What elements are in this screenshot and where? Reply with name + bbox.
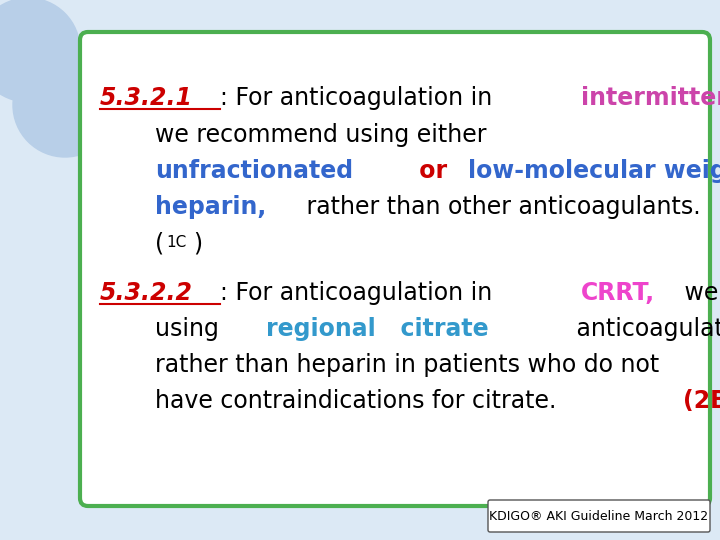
Text: KDIGO® AKI Guideline March 2012: KDIGO® AKI Guideline March 2012	[490, 510, 708, 523]
Text: heparin,: heparin,	[155, 195, 266, 219]
Text: intermittent: intermittent	[581, 86, 720, 110]
Text: ): )	[193, 231, 202, 255]
Text: regional   citrate: regional citrate	[266, 317, 489, 341]
Text: or: or	[410, 159, 455, 183]
Circle shape	[0, 0, 80, 102]
Text: have contraindications for citrate.: have contraindications for citrate.	[155, 389, 564, 413]
Text: rather than heparin in patients who do not: rather than heparin in patients who do n…	[155, 353, 660, 377]
Text: we suggest: we suggest	[677, 281, 720, 305]
Text: 1C: 1C	[167, 235, 187, 250]
Text: : For anticoagulation in: : For anticoagulation in	[220, 281, 500, 305]
Text: rather than other anticoagulants.: rather than other anticoagulants.	[299, 195, 700, 219]
FancyBboxPatch shape	[488, 500, 710, 532]
Text: 5.3.2.1: 5.3.2.1	[100, 86, 193, 110]
Text: (2B): (2B)	[683, 389, 720, 413]
Text: 5.3.2.2: 5.3.2.2	[100, 281, 193, 305]
Text: unfractionated: unfractionated	[155, 159, 353, 183]
Text: using: using	[155, 317, 241, 341]
Text: (: (	[155, 231, 164, 255]
FancyBboxPatch shape	[80, 32, 710, 506]
Text: CRRT,: CRRT,	[581, 281, 655, 305]
Text: we recommend using either: we recommend using either	[155, 123, 487, 147]
Text: : For anticoagulation in: : For anticoagulation in	[220, 86, 500, 110]
Text: low-molecular weight: low-molecular weight	[468, 159, 720, 183]
Circle shape	[13, 53, 117, 157]
Text: anticoagulation: anticoagulation	[554, 317, 720, 341]
